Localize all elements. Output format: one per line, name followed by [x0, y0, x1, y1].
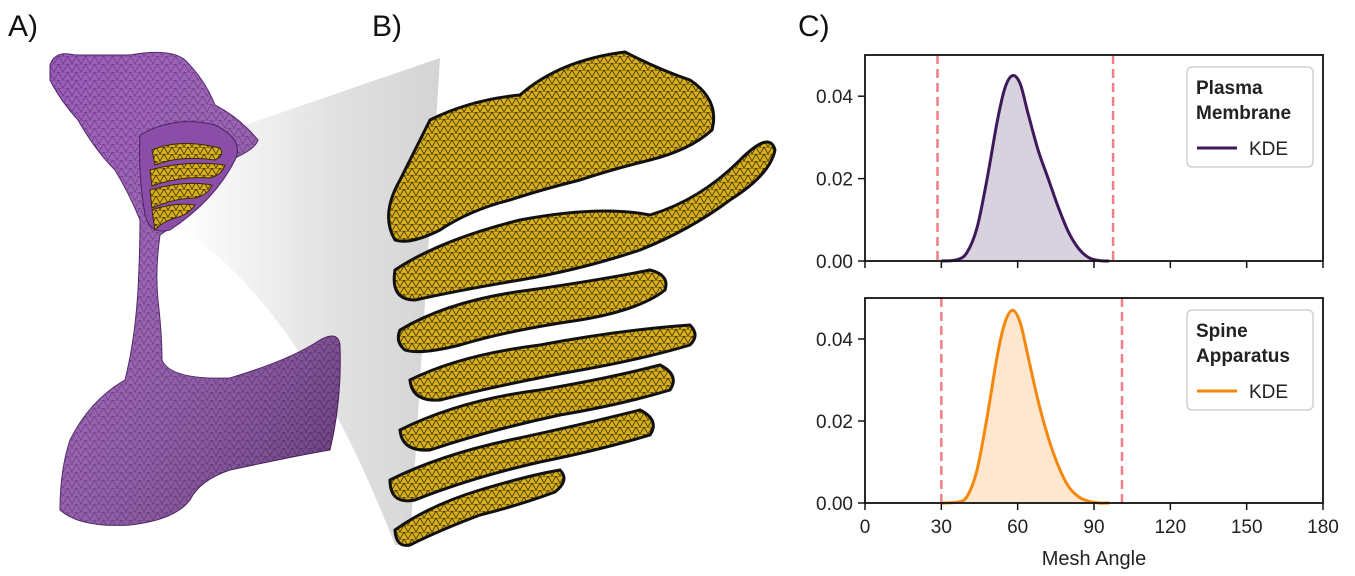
kde-area	[941, 310, 1110, 504]
legend-title: Spine	[1196, 321, 1248, 342]
y-tick-label: 0.00	[816, 494, 853, 515]
legend-label: KDE	[1249, 382, 1288, 403]
zoom-cone	[175, 58, 440, 545]
x-tick-label: 120	[1154, 517, 1186, 538]
x-tick-label: 180	[1307, 517, 1339, 538]
spine-apparatus-render	[387, 50, 777, 547]
panel-label-a: A)	[8, 10, 38, 43]
chart-plasma-membrane: 0.00 0.02 0.04 Plasma Membrane KDE	[816, 54, 1324, 273]
x-tick-label: 150	[1231, 517, 1263, 538]
y-tick-label: 0.02	[816, 170, 853, 191]
kde-line	[941, 308, 1110, 505]
legend-label: KDE	[1249, 139, 1288, 160]
panel-label-c: C)	[798, 10, 830, 43]
legend-box	[1186, 66, 1314, 168]
kde-line	[941, 74, 1110, 263]
y-tick-label: 0.02	[816, 412, 853, 433]
x-axis-label: Mesh Angle	[1042, 548, 1147, 570]
y-tick-label: 0.04	[816, 330, 853, 351]
x-tick-label: 30	[931, 517, 952, 538]
panel-label-b: B)	[372, 10, 402, 43]
x-tick-label: 60	[1007, 517, 1028, 538]
legend-title: Apparatus	[1196, 346, 1290, 367]
kde-area	[941, 75, 1110, 261]
y-tick-label: 0.00	[816, 252, 853, 273]
legend-title: Plasma	[1196, 78, 1263, 99]
x-tick-label: 90	[1083, 517, 1104, 538]
legend-box	[1186, 309, 1314, 411]
legend-title: Membrane	[1196, 103, 1291, 124]
spine-mesh-render	[49, 51, 341, 526]
chart-spine-apparatus: 0.00 0.02 0.04 0 30 60 90 120 150 180 Mesh Angle Sp…	[816, 297, 1339, 570]
y-tick-label: 0.04	[816, 87, 853, 108]
x-tick-label: 0	[860, 517, 871, 538]
